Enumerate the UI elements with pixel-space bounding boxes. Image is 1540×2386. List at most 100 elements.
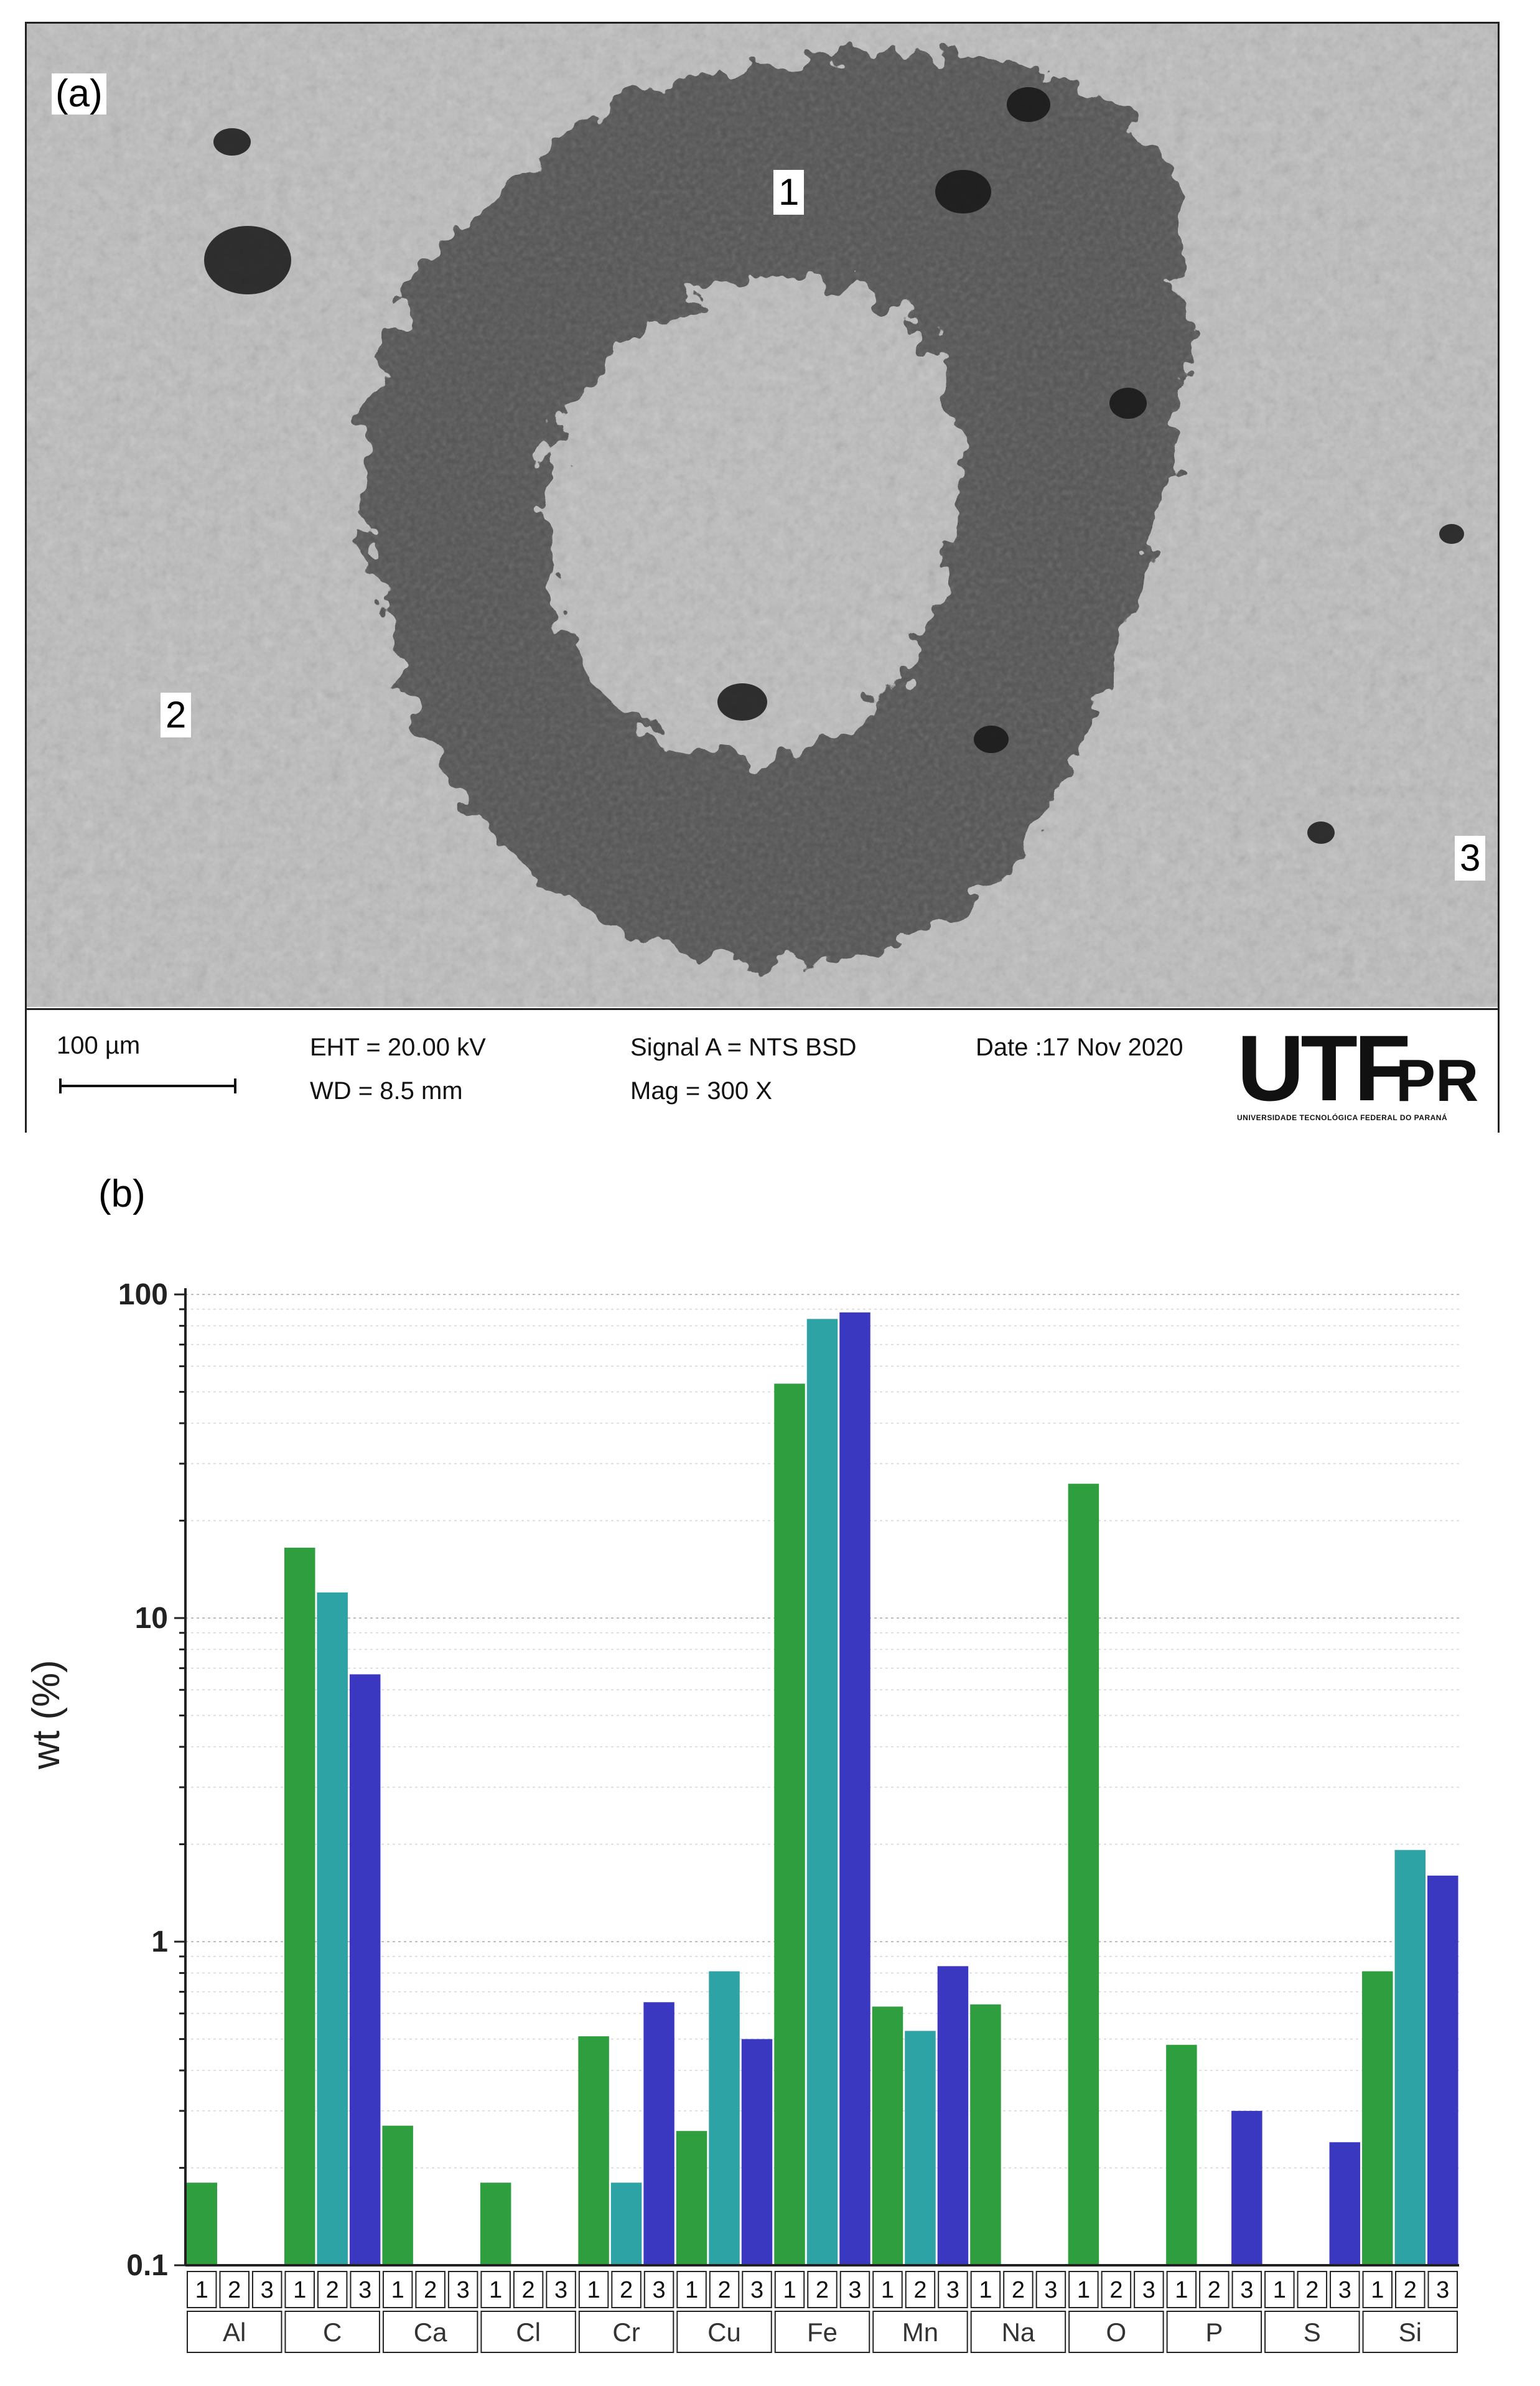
bar-Fe-3 (839, 1312, 870, 2265)
point-label: 2 (1305, 2277, 1318, 2303)
point-cell (839, 2271, 870, 2308)
y-axis-title: wt (%) (25, 1660, 68, 1770)
point-cell (709, 2271, 740, 2308)
bar-O-1 (1068, 1484, 1099, 2265)
point-cell (807, 2271, 838, 2308)
bar-Si-1 (1362, 1971, 1393, 2265)
point-label: 1 (685, 2277, 698, 2303)
bar-Cr-1 (578, 2036, 609, 2265)
point-label: 1 (1371, 2277, 1384, 2303)
bar-Mn-3 (937, 1966, 969, 2265)
date-value: Date :17 Nov 2020 (976, 1034, 1183, 1061)
point-label: 1 (1273, 2277, 1286, 2303)
y-tick-label: 10 (135, 1602, 168, 1635)
point-label: 3 (554, 2277, 567, 2303)
element-label-Cr: Cr (612, 2318, 640, 2347)
point-cell (1231, 2271, 1262, 2308)
element-cell (578, 2311, 674, 2353)
point-label: 1 (1175, 2277, 1188, 2303)
element-label-Fe: Fe (807, 2318, 838, 2347)
point-cell (480, 2271, 511, 2308)
point-cell (284, 2271, 315, 2308)
point-cell (578, 2271, 609, 2308)
point-cell (1362, 2271, 1393, 2308)
bar-Fe-1 (774, 1383, 805, 2265)
element-cell (970, 2311, 1066, 2353)
element-label-Na: Na (1002, 2318, 1035, 2347)
y-tick-label: 100 (118, 1278, 168, 1311)
point-cell (1199, 2271, 1230, 2308)
scale-bar (59, 1078, 236, 1093)
point-cell (774, 2271, 805, 2308)
point-cell (1395, 2271, 1426, 2308)
element-cell (872, 2311, 968, 2353)
sem-texture (27, 24, 1498, 1007)
sem-micrograph-panel: (a) 1 2 3 100 µm EHT = 20.00 kV WD = 8.5… (25, 22, 1500, 1133)
bar-Fe-2 (806, 1319, 838, 2265)
point-cell (187, 2271, 217, 2308)
point-label: 3 (652, 2277, 665, 2303)
region-label-1: 1 (773, 170, 805, 215)
bar-Mn-1 (872, 2006, 903, 2265)
point-label: 1 (587, 2277, 600, 2303)
bar-C-1 (284, 1547, 315, 2265)
point-label: 2 (522, 2277, 535, 2303)
point-cell (219, 2271, 250, 2308)
utfpr-logo: UTF PR UNIVERSIDADE TECNOLÓGICA FEDERAL … (1237, 1016, 1479, 1122)
scale-bar-label: 100 µm (57, 1032, 141, 1059)
element-label-Al: Al (223, 2318, 246, 2347)
point-cell (513, 2271, 544, 2308)
element-cell (284, 2311, 380, 2353)
element-label-Mn: Mn (902, 2318, 938, 2347)
element-cell (676, 2311, 772, 2353)
element-cell (1068, 2311, 1164, 2353)
bar-Cr-3 (643, 2002, 674, 2265)
bar-Si-3 (1427, 1875, 1458, 2265)
point-cell (676, 2271, 707, 2308)
element-cell (480, 2311, 576, 2353)
element-label-Cl: Cl (516, 2318, 541, 2347)
point-label: 2 (424, 2277, 437, 2303)
bar-Cu-2 (709, 1971, 740, 2265)
point-cell (611, 2271, 642, 2308)
point-label: 3 (848, 2277, 861, 2303)
bar-P-1 (1166, 2044, 1197, 2265)
point-label: 2 (228, 2277, 241, 2303)
point-cell (643, 2271, 674, 2308)
point-cell (742, 2271, 772, 2308)
element-label-Ca: Ca (414, 2318, 447, 2347)
element-cell (187, 2311, 282, 2353)
point-label: 2 (1109, 2277, 1122, 2303)
sem-info-bar: 100 µm EHT = 20.00 kV WD = 8.5 mm Signal… (27, 1008, 1498, 1133)
panel-b-label: (b) (98, 1172, 146, 1215)
point-cell (1134, 2271, 1164, 2308)
point-label: 1 (783, 2277, 796, 2303)
bar-Cu-3 (741, 2039, 773, 2265)
chart-axes: 0.1 1 10 100 (118, 1278, 1459, 2282)
element-label-S: S (1304, 2318, 1321, 2347)
point-cell (1035, 2271, 1066, 2308)
point-label: 3 (261, 2277, 274, 2303)
point-label: 2 (326, 2277, 339, 2303)
bar-C-2 (317, 1592, 348, 2265)
mag-value: Mag = 300 X (630, 1077, 772, 1105)
point-cell (872, 2271, 903, 2308)
point-label: 1 (1077, 2277, 1090, 2303)
point-cell (938, 2271, 968, 2308)
bar-P-3 (1231, 2110, 1262, 2265)
point-label: 1 (979, 2277, 992, 2303)
point-cell (546, 2271, 576, 2308)
point-cell (1330, 2271, 1360, 2308)
point-cell (905, 2271, 936, 2308)
point-label: 3 (358, 2277, 371, 2303)
chart-bars (186, 1312, 1458, 2265)
y-tick-label: 0.1 (126, 2249, 168, 2282)
element-cell (774, 2311, 870, 2353)
bar-Mn-2 (905, 2031, 936, 2265)
region-label-2: 2 (161, 693, 192, 737)
region-label-3: 3 (1455, 836, 1486, 881)
eht-value: EHT = 20.00 kV (310, 1034, 486, 1061)
point-label: 1 (293, 2277, 306, 2303)
bar-Cr-2 (610, 2182, 642, 2265)
